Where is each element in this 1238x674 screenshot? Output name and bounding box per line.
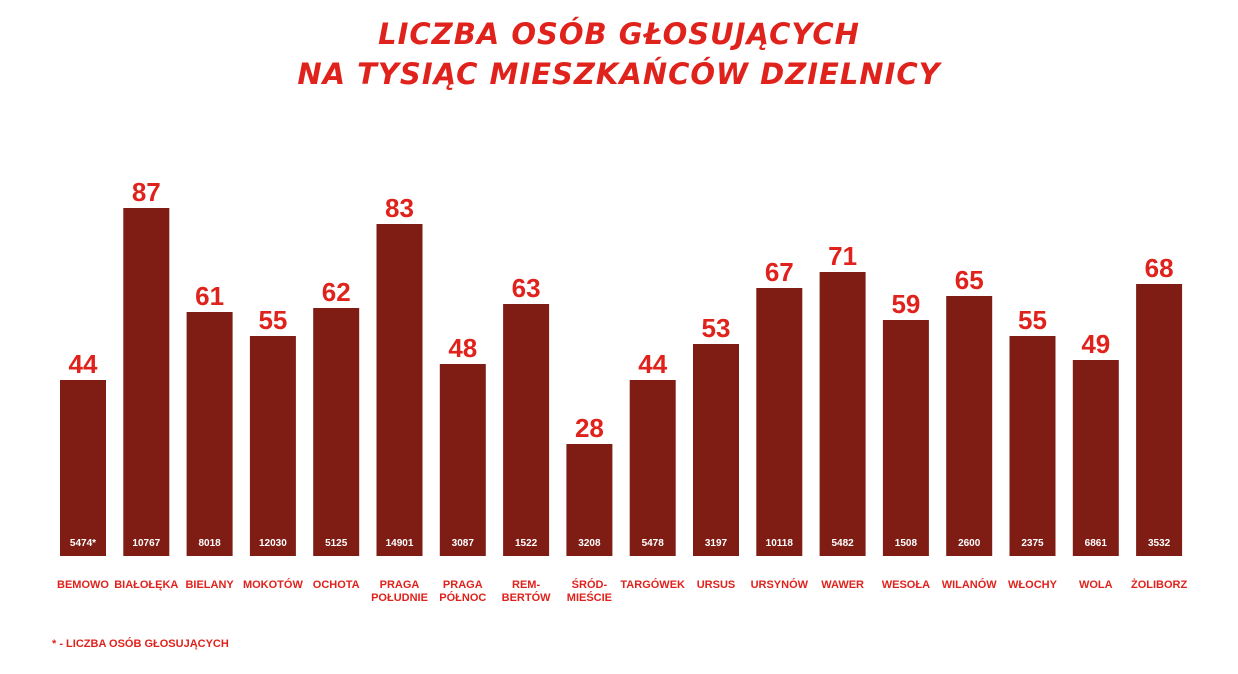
bar [376, 224, 423, 556]
category-label: WILANÓW [942, 578, 998, 591]
voters-count-label: 2375 [1021, 538, 1044, 549]
bar [629, 380, 676, 556]
category-label: WESOŁA [882, 579, 930, 591]
bar [882, 320, 929, 556]
voters-count-label: 10118 [766, 538, 794, 549]
category-label: WŁOCHY [1008, 579, 1058, 591]
category-label: POŁUDNIE [371, 592, 428, 604]
value-label: 59 [891, 289, 920, 319]
bar [123, 208, 170, 556]
category-label: ŚRÓD- [572, 578, 608, 591]
voters-count-label: 1522 [515, 538, 538, 549]
category-label: PRAGA [380, 579, 420, 591]
category-label: BEMOWO [57, 579, 109, 591]
category-label: PÓŁNOC [439, 591, 486, 604]
value-label: 44 [69, 349, 98, 379]
category-label: PRAGA [443, 579, 483, 591]
footnote: * - LICZBA OSÓB GŁOSUJĄCYCH [52, 638, 229, 650]
voters-count-label: 3532 [1148, 538, 1171, 549]
voters-count-label: 12030 [259, 538, 287, 549]
voters-count-label: 5474* [70, 538, 96, 549]
voters-count-label: 6861 [1085, 538, 1108, 549]
bar [566, 444, 613, 556]
category-label: URSYNÓW [751, 578, 809, 591]
category-label: TARGÓWEK [620, 578, 685, 591]
bar [946, 296, 993, 556]
voters-count-label: 5482 [831, 538, 854, 549]
category-label: BIELANY [185, 579, 234, 591]
value-label: 49 [1081, 329, 1110, 359]
value-label: 87 [132, 177, 161, 207]
voters-count-label: 3208 [578, 538, 601, 549]
voters-count-label: 5478 [642, 538, 665, 549]
voters-count-label: 10767 [132, 538, 160, 549]
value-label: 55 [258, 305, 287, 335]
voters-count-label: 2600 [958, 538, 981, 549]
bar [249, 336, 296, 556]
voters-count-label: 3087 [452, 538, 475, 549]
voters-count-label: 3197 [705, 538, 728, 549]
category-label: ŻOLIBORZ [1131, 578, 1187, 591]
category-label: MIEŚCIE [567, 591, 612, 604]
category-label: WAWER [821, 579, 864, 591]
value-label: 68 [1145, 253, 1174, 283]
value-label: 63 [512, 273, 541, 303]
bar [503, 304, 550, 556]
bar [186, 312, 233, 556]
voters-count-label: 5125 [325, 538, 348, 549]
voters-count-label: 1508 [895, 538, 918, 549]
value-label: 67 [765, 257, 794, 287]
category-label: REM- [512, 579, 540, 591]
chart-title-line1: LICZBA OSÓB GŁOSUJĄCYCH [378, 17, 860, 51]
voters-count-label: 14901 [386, 538, 414, 549]
value-label: 48 [448, 333, 477, 363]
category-label: OCHOTA [313, 579, 360, 591]
category-label: MOKOTÓW [243, 578, 303, 591]
bar [819, 272, 866, 556]
category-label: BERTÓW [502, 591, 552, 604]
category-label: BIAŁOŁĘKA [114, 579, 178, 591]
voters-count-label: 8018 [198, 538, 221, 549]
bar [60, 380, 106, 556]
value-label: 65 [955, 265, 984, 295]
category-label: URSUS [697, 579, 736, 591]
chart-title-line2: NA TYSIĄC MIESZKAŃCÓW DZIELNICY [297, 57, 941, 91]
bar [756, 288, 803, 556]
category-label: WOLA [1079, 579, 1113, 591]
value-label: 55 [1018, 305, 1047, 335]
value-label: 28 [575, 413, 604, 443]
bar [693, 344, 739, 556]
bar [1136, 284, 1183, 556]
value-label: 83 [385, 193, 414, 223]
value-label: 71 [828, 241, 857, 271]
value-label: 53 [702, 313, 731, 343]
chart-title: LICZBA OSÓB GŁOSUJĄCYCH NA TYSIĄC MIESZK… [0, 14, 1238, 94]
value-label: 62 [322, 277, 351, 307]
value-label: 44 [638, 349, 667, 379]
bar [1009, 336, 1056, 556]
value-label: 61 [195, 281, 224, 311]
bar [439, 364, 486, 556]
bar [1072, 360, 1119, 556]
bar [313, 308, 360, 556]
